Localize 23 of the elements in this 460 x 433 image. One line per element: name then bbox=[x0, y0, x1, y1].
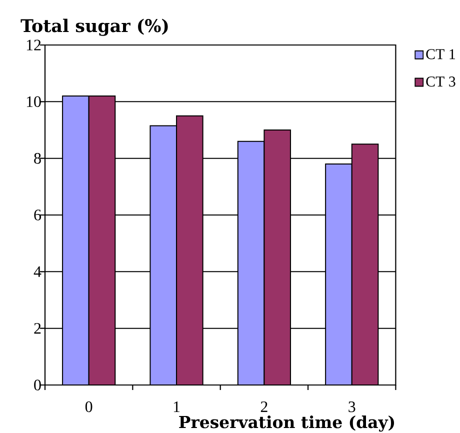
bar bbox=[351, 144, 379, 385]
x-axis-title: Preservation time (day) bbox=[179, 416, 394, 432]
x-tick-label: 3 bbox=[348, 401, 356, 412]
bar bbox=[264, 129, 291, 385]
x-tick-label: 1 bbox=[174, 401, 180, 412]
y-tick-label: 12 bbox=[26, 40, 41, 50]
legend-label: CT 1 bbox=[426, 49, 455, 60]
y-tick-label: 10 bbox=[26, 96, 41, 108]
legend-label: CT 3 bbox=[426, 76, 456, 87]
bar bbox=[150, 125, 178, 385]
y-tick-label: 8 bbox=[34, 152, 41, 164]
bar bbox=[176, 115, 204, 385]
bar bbox=[88, 95, 116, 385]
x-tick-label: 0 bbox=[85, 401, 92, 412]
bar bbox=[62, 95, 90, 385]
x-tick-label: 2 bbox=[260, 401, 268, 412]
bar bbox=[325, 163, 352, 385]
y-tick-label: 4 bbox=[34, 266, 42, 277]
y-tick-label: 6 bbox=[34, 210, 42, 220]
y-axis-title: Total sugar (%) bbox=[20, 18, 168, 36]
y-tick-label: 2 bbox=[34, 323, 41, 334]
bar bbox=[237, 140, 265, 385]
y-tick-label: 0 bbox=[34, 380, 41, 390]
